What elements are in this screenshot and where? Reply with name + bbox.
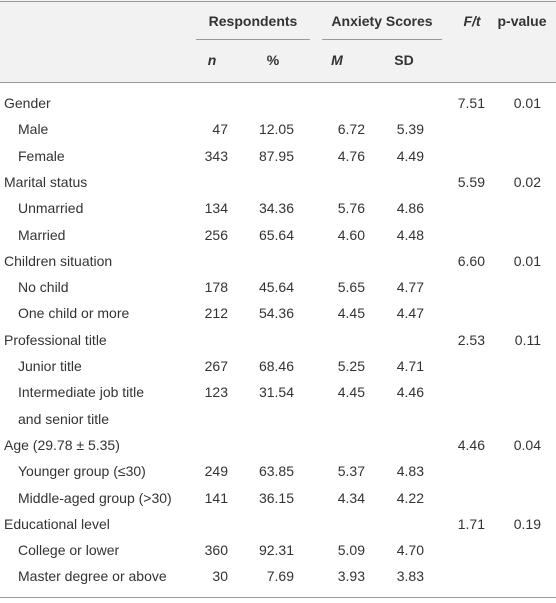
- row-label: Male: [18, 121, 49, 138]
- cell-value: 4.49: [396, 147, 424, 164]
- row-label: College or lower: [18, 542, 120, 559]
- header-background: [0, 0, 556, 82]
- cell-value: 4.48: [396, 226, 424, 243]
- cell-value: 30: [212, 568, 228, 585]
- cell-value: 4.34: [337, 489, 365, 506]
- stat-value: 5.59: [457, 173, 485, 190]
- cell-value: 12.05: [258, 121, 294, 138]
- stat-value: 0.02: [513, 173, 541, 190]
- cell-value: 3.93: [337, 568, 365, 585]
- group-label: Age (29.78 ± 5.35): [4, 436, 120, 453]
- row-label: and senior title: [18, 410, 110, 427]
- cell-value: 178: [204, 279, 228, 296]
- cell-value: 5.65: [337, 279, 365, 296]
- cell-value: 4.46: [396, 384, 424, 401]
- cell-value: 4.76: [337, 147, 365, 164]
- row-label: Unmarried: [18, 200, 84, 217]
- cell-value: 4.22: [396, 489, 424, 506]
- cell-value: 249: [204, 463, 228, 480]
- cell-value: 4.70: [396, 542, 424, 559]
- cell-value: 68.46: [258, 358, 294, 374]
- cell-value: 123: [204, 384, 228, 401]
- group-rule: [196, 39, 310, 40]
- group-header: Respondents: [208, 13, 298, 29]
- cell-value: 36.15: [258, 489, 294, 506]
- cell-value: 87.95: [258, 147, 294, 164]
- cell-value: 4.45: [337, 384, 365, 401]
- stat-value: 0.01: [513, 95, 541, 111]
- column-header: SD: [394, 52, 414, 68]
- cell-value: 4.60: [337, 226, 365, 243]
- cell-value: 45.64: [258, 279, 294, 296]
- cell-value: 7.69: [266, 568, 294, 585]
- group-label: Gender: [4, 95, 51, 111]
- row-label: No child: [18, 279, 69, 296]
- group-label: Marital status: [4, 173, 88, 190]
- cell-value: 256: [204, 226, 228, 243]
- cell-value: 92.31: [258, 542, 294, 559]
- cell-value: 3.83: [396, 568, 424, 585]
- row-label: Female: [18, 147, 65, 164]
- cell-value: 5.39: [396, 121, 424, 138]
- cell-value: 5.09: [337, 542, 365, 559]
- stat-value: 0.01: [513, 252, 541, 269]
- cell-value: 34.36: [258, 200, 294, 217]
- group-label: Children situation: [4, 252, 113, 269]
- cell-value: 65.64: [258, 226, 294, 243]
- cell-value: 343: [204, 147, 228, 164]
- cell-value: 4.47: [396, 305, 424, 322]
- cell-value: 4.77: [396, 279, 424, 296]
- row-label: Junior title: [18, 358, 82, 374]
- stat-header: F/t: [463, 13, 481, 29]
- group-label: Educational level: [4, 515, 110, 532]
- stat-value: 1.71: [457, 515, 485, 532]
- stat-header: p-value: [497, 13, 547, 29]
- cell-value: 6.72: [337, 121, 365, 138]
- cell-value: 4.45: [337, 305, 365, 322]
- stat-value: 0.11: [514, 331, 541, 348]
- cell-value: 31.54: [258, 384, 294, 401]
- group-header: Anxiety Scores: [331, 13, 433, 29]
- header-rule: [0, 82, 556, 83]
- cell-value: 4.71: [396, 358, 424, 374]
- cell-value: 5.76: [337, 200, 365, 217]
- group-label: Professional title: [4, 331, 107, 348]
- row-label: Younger group (≤30): [18, 463, 146, 480]
- cell-value: 141: [204, 489, 228, 506]
- row-label: Middle-aged group (>30): [18, 489, 172, 506]
- row-label: Married: [18, 226, 66, 243]
- stat-value: 0.19: [513, 515, 541, 532]
- cell-value: 360: [204, 542, 228, 559]
- bottom-rule: [0, 597, 556, 598]
- row-label: Master degree or above: [18, 568, 167, 585]
- cell-value: 4.83: [396, 463, 424, 480]
- cell-value: 5.25: [337, 358, 365, 374]
- stat-value: 2.53: [457, 331, 485, 348]
- cell-value: 63.85: [258, 463, 294, 480]
- stat-value: 7.51: [457, 95, 485, 111]
- cell-value: 212: [204, 305, 228, 322]
- row-label: One child or more: [18, 305, 130, 322]
- column-header: M: [331, 52, 343, 68]
- cell-value: 5.37: [337, 463, 365, 480]
- cell-value: 4.86: [396, 200, 424, 217]
- row-label: Intermediate job title: [18, 384, 145, 401]
- stat-value: 6.60: [457, 252, 485, 269]
- stat-value: 0.04: [513, 436, 541, 453]
- top-rule: [0, 1, 556, 2]
- cell-value: 134: [204, 200, 228, 217]
- group-rule: [322, 39, 442, 40]
- stat-value: 4.46: [457, 436, 485, 453]
- column-header: %: [266, 52, 280, 68]
- column-header: n: [207, 52, 217, 68]
- cell-value: 47: [212, 121, 228, 138]
- cell-value: 267: [204, 358, 228, 374]
- cell-value: 54.36: [258, 305, 294, 322]
